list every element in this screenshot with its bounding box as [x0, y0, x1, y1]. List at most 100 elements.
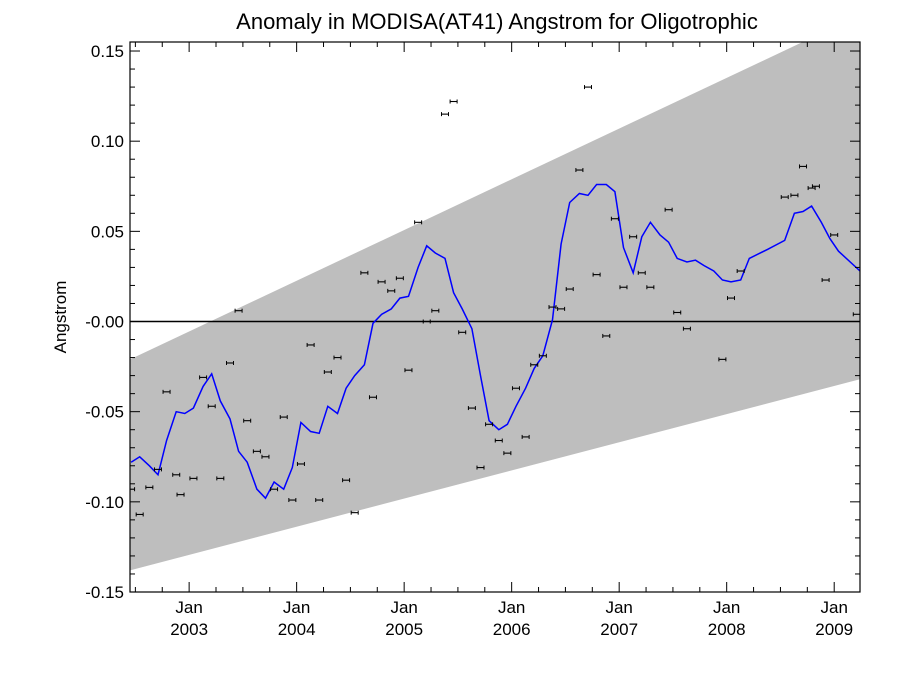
data-point — [342, 478, 351, 483]
y-tick-label: 0.15 — [91, 42, 124, 61]
data-point — [637, 270, 646, 275]
data-point — [830, 232, 839, 237]
data-point — [135, 512, 144, 517]
data-point — [565, 287, 574, 292]
x-tick-label-month: Jan — [713, 598, 740, 617]
data-point — [538, 353, 547, 358]
data-point — [811, 184, 820, 189]
x-tick-label-month: Jan — [498, 598, 525, 617]
x-tick-label-month: Jan — [390, 598, 417, 617]
data-point — [306, 342, 315, 347]
data-point — [234, 308, 243, 313]
data-point — [646, 285, 655, 290]
x-tick-label-year: 2009 — [815, 620, 853, 639]
data-point — [503, 451, 512, 456]
data-point — [368, 395, 377, 400]
data-point — [521, 434, 530, 439]
x-tick-label-year: 2005 — [385, 620, 423, 639]
data-point — [718, 357, 727, 362]
chart-title: Anomaly in MODISA(AT41) Angstrom for Oli… — [236, 9, 758, 34]
data-point — [387, 288, 396, 293]
x-tick-label-year: 2008 — [708, 620, 746, 639]
x-tick-label-year: 2003 — [170, 620, 208, 639]
x-tick-label-year: 2007 — [600, 620, 638, 639]
uncertainty-band — [130, 42, 860, 571]
data-point — [511, 386, 520, 391]
data-point — [494, 438, 503, 443]
data-point — [852, 312, 860, 317]
data-point — [333, 355, 342, 360]
data-point — [243, 418, 252, 423]
x-tick-label-month: Jan — [605, 598, 632, 617]
data-point — [557, 306, 566, 311]
data-point — [431, 308, 440, 313]
data-point — [548, 305, 557, 310]
y-tick-label: 0.05 — [91, 222, 124, 241]
y-tick-label: -0.05 — [85, 403, 124, 422]
data-point — [790, 193, 799, 198]
data-point — [467, 406, 476, 411]
data-point — [315, 498, 324, 503]
y-tick-label: -0.00 — [85, 313, 124, 332]
data-point — [296, 461, 305, 466]
data-point — [441, 112, 450, 117]
data-point — [199, 375, 208, 380]
data-point — [629, 234, 638, 239]
x-tick-label-year: 2004 — [278, 620, 316, 639]
y-tick-label: 0.10 — [91, 132, 124, 151]
x-tick-label-month: Jan — [283, 598, 310, 617]
data-point — [270, 487, 279, 492]
data-point — [404, 368, 413, 373]
x-tick-label-year: 2006 — [493, 620, 531, 639]
data-point — [279, 415, 288, 420]
data-point — [736, 269, 745, 274]
data-point — [162, 389, 171, 394]
y-tick-label: -0.10 — [85, 493, 124, 512]
plot-frame — [129, 41, 861, 593]
data-point — [449, 99, 458, 104]
data-point — [726, 296, 735, 301]
data-point — [619, 285, 628, 290]
data-point — [422, 319, 431, 324]
data-point — [395, 276, 404, 281]
data-point — [682, 326, 691, 331]
data-point — [583, 85, 592, 90]
data-point — [350, 510, 359, 515]
data-point — [288, 498, 297, 503]
axis-layer: -0.15 -0.10 -0.05 -0.00 0.05 0.10 0.15 Jan 2003 J… — [85, 41, 861, 639]
data-point — [176, 492, 185, 497]
data-point — [476, 465, 485, 470]
y-tick-label: -0.15 — [85, 583, 124, 602]
data-point — [530, 362, 539, 367]
data-point — [216, 476, 225, 481]
data-point — [592, 272, 601, 277]
data-point — [360, 270, 369, 275]
point-layer — [130, 85, 860, 517]
data-point — [821, 278, 830, 283]
data-point — [602, 333, 611, 338]
data-point — [414, 220, 423, 225]
data-point — [485, 422, 494, 427]
smoothed-line — [130, 183, 860, 500]
data-point — [261, 454, 270, 459]
data-point — [664, 207, 673, 212]
data-point — [377, 279, 386, 284]
data-point — [130, 487, 136, 492]
data-point — [610, 216, 619, 221]
data-point — [799, 164, 808, 169]
data-point — [225, 360, 234, 365]
data-point — [458, 330, 467, 335]
data-point — [252, 449, 261, 454]
data-point — [323, 370, 332, 374]
data-point — [207, 404, 216, 409]
x-tick-label-month: Jan — [820, 598, 847, 617]
data-point — [153, 467, 162, 472]
x-tick-label-month: Jan — [175, 598, 202, 617]
data-point — [172, 472, 181, 477]
data-point — [145, 485, 154, 490]
line-layer — [130, 183, 860, 500]
data-point — [575, 168, 584, 173]
data-point — [189, 476, 198, 481]
data-point — [673, 310, 682, 315]
